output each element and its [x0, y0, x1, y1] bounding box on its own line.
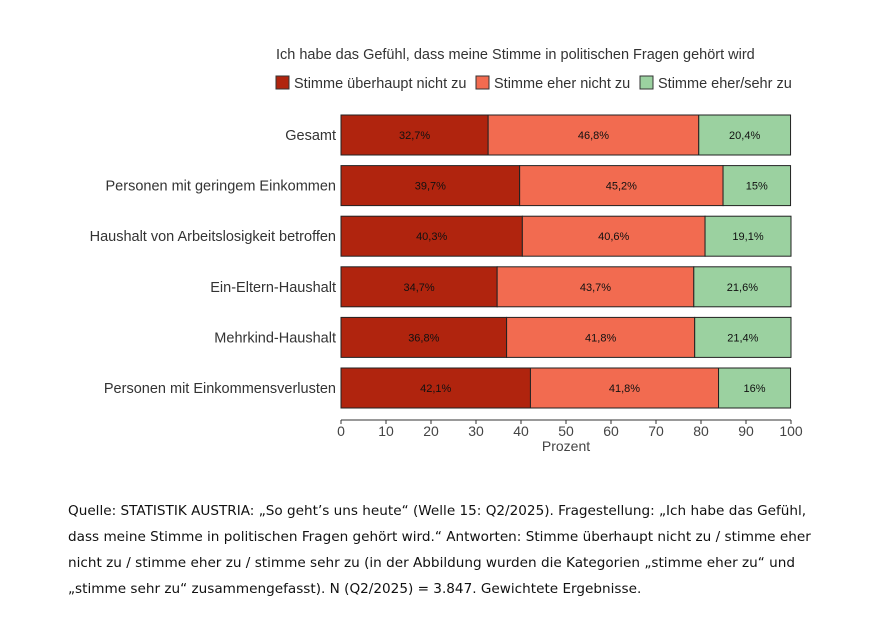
bar-segment [340, 316, 508, 358]
bar-segment [722, 165, 792, 207]
bar-segment [698, 114, 792, 156]
legend-swatch [275, 75, 290, 90]
chart-title: Ich habe das Gefühl, dass meine Stimme i… [276, 47, 755, 63]
category-label: Personen mit geringem Einkommen [106, 179, 337, 195]
data-label: 41,8% [585, 332, 616, 344]
legend-label: Stimme eher nicht zu [494, 76, 630, 92]
bar-segment [340, 165, 521, 207]
data-label: 16% [744, 383, 766, 395]
x-tick-label: 50 [558, 423, 574, 439]
data-label: 32,7% [399, 130, 430, 142]
bar-segment [704, 215, 792, 257]
data-label: 40,6% [598, 231, 629, 243]
legend-label: Stimme überhaupt nicht zu [294, 76, 466, 92]
stacked-bar-chart: Ich habe das Gefühl, dass meine Stimme i… [90, 47, 803, 454]
data-label: 39,7% [415, 181, 446, 193]
data-label: 42,1% [420, 383, 451, 395]
data-label: 34,7% [403, 282, 434, 294]
data-label: 36,8% [408, 332, 439, 344]
data-label: 20,4% [729, 130, 760, 142]
data-label: 21,4% [727, 332, 758, 344]
data-label: 40,3% [416, 231, 447, 243]
x-axis-title: Prozent [542, 438, 590, 454]
x-tick-label: 100 [779, 423, 803, 439]
x-tick-label: 40 [513, 423, 529, 439]
x-tick-label: 10 [378, 423, 394, 439]
x-tick-label: 20 [423, 423, 439, 439]
legend-swatch [639, 75, 654, 90]
x-tick-label: 80 [693, 423, 709, 439]
x-tick-label: 90 [738, 423, 754, 439]
x-tick-label: 70 [648, 423, 664, 439]
x-tick-label: 0 [337, 423, 345, 439]
bar-segment [487, 114, 700, 156]
bar-segment [693, 266, 792, 308]
bar-segment [718, 367, 792, 409]
data-label: 43,7% [580, 282, 611, 294]
bar-segment [340, 266, 498, 308]
data-label: 15% [746, 181, 768, 193]
data-label: 41,8% [609, 383, 640, 395]
bar-segment [340, 367, 531, 409]
category-label: Mehrkind-Haushalt [214, 330, 336, 346]
source-note: Quelle: STATISTIK AUSTRIA: „So geht’s un… [68, 503, 811, 597]
bar-segment [694, 316, 792, 358]
bar-segment [529, 367, 720, 409]
category-label: Gesamt [285, 128, 336, 144]
legend-label: Stimme eher/sehr zu [658, 76, 792, 92]
data-label: 19,1% [732, 231, 763, 243]
category-label: Haushalt von Arbeitslosigkeit betroffen [90, 229, 336, 245]
category-label: Ein-Eltern-Haushalt [210, 280, 336, 296]
bar-segment [521, 215, 706, 257]
legend-swatch [475, 75, 490, 90]
bar-segment [519, 165, 724, 207]
data-label: 45,2% [606, 181, 637, 193]
category-label: Personen mit Einkommensverlusten [104, 381, 336, 397]
data-label: 21,6% [727, 282, 758, 294]
bar-segment [340, 215, 523, 257]
x-tick-label: 60 [603, 423, 619, 439]
x-tick-label: 30 [468, 423, 484, 439]
bar-segment [340, 114, 489, 156]
bar-segment [506, 316, 696, 358]
data-label: 46,8% [578, 130, 609, 142]
